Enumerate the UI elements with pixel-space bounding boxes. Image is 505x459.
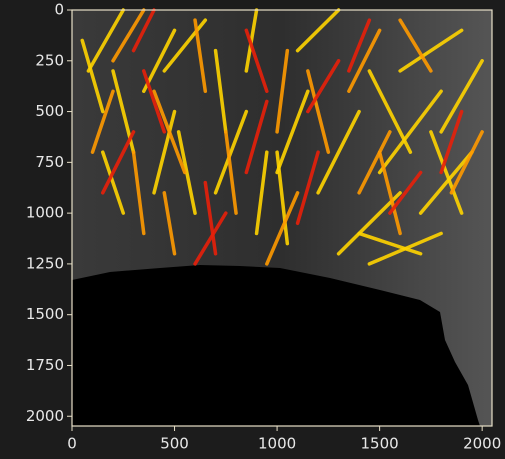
x-tick-label: 2000 bbox=[463, 435, 501, 453]
y-tick-label: 750 bbox=[35, 153, 64, 171]
y-tick-label: 500 bbox=[35, 102, 64, 120]
y-tick-label: 1750 bbox=[26, 356, 64, 374]
chart: 0500100015002000025050075010001250150017… bbox=[0, 0, 505, 459]
y-tick-label: 2000 bbox=[26, 407, 64, 425]
y-tick-label: 1000 bbox=[26, 204, 64, 222]
y-tick-label: 1500 bbox=[26, 305, 64, 323]
x-tick-label: 1500 bbox=[361, 435, 399, 453]
y-tick-label: 250 bbox=[35, 51, 64, 69]
x-tick-label: 500 bbox=[160, 435, 189, 453]
y-tick-label: 1250 bbox=[26, 254, 64, 272]
x-tick-label: 0 bbox=[67, 435, 77, 453]
x-tick-label: 1000 bbox=[258, 435, 296, 453]
y-tick-label: 0 bbox=[54, 1, 64, 19]
